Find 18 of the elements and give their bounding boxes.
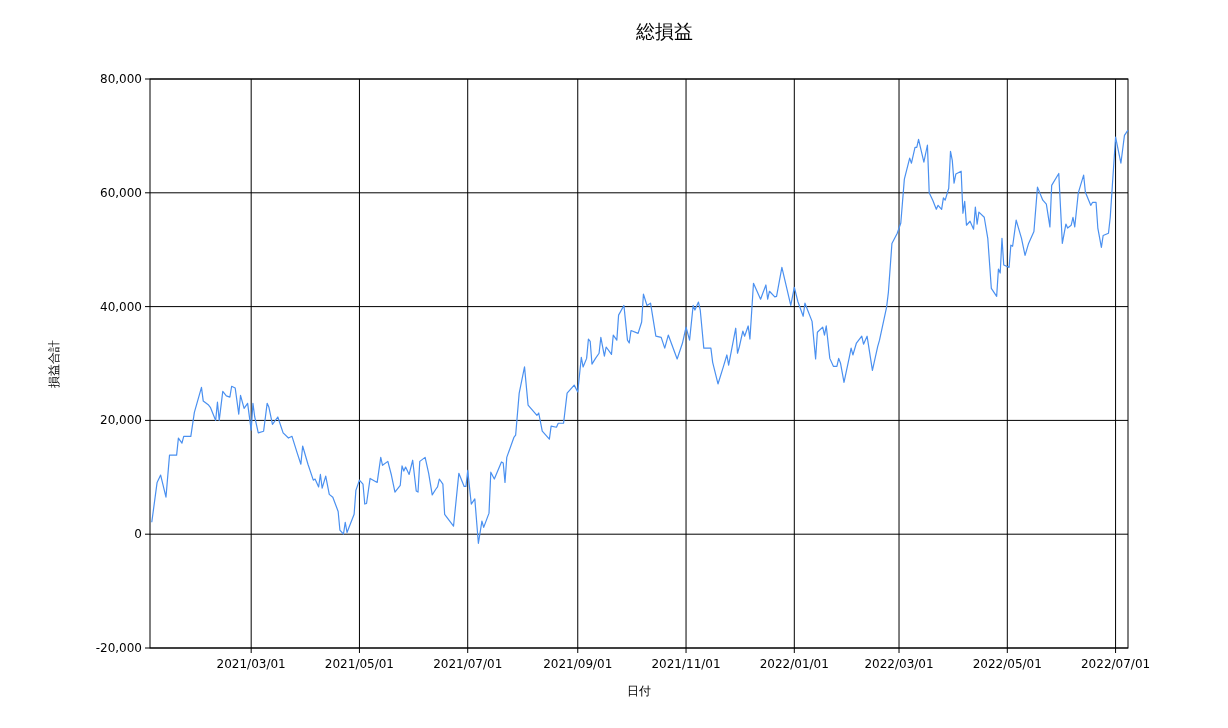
y-tick-label: 40,000: [100, 299, 142, 314]
y-tick-label: 20,000: [100, 413, 142, 428]
chart-title: 総損益: [634, 20, 693, 42]
x-tick-label: 2022/05/01: [972, 657, 1042, 671]
y-tick-label: -20,000: [95, 641, 142, 655]
x-axis-title: 日付: [627, 684, 651, 698]
x-tick-label: 2021/07/01: [433, 657, 503, 671]
x-tick-label: 2021/03/01: [216, 657, 286, 671]
x-tick-label: 2021/05/01: [324, 657, 395, 671]
x-tick-label: 2022/03/01: [864, 657, 934, 671]
y-tick-label: 0: [134, 527, 142, 542]
y-axis-title: 損益合計: [47, 339, 61, 388]
y-tick-label: 80,000: [100, 72, 142, 86]
x-tick-label: 2022/07/01: [1080, 657, 1151, 671]
y-tick-label: 60,000: [100, 185, 142, 200]
x-tick-label: 2022/01/01: [759, 657, 829, 671]
x-tick-label: 2021/11/01: [651, 657, 721, 671]
x-tick-label: 2021/09/01: [543, 657, 613, 671]
